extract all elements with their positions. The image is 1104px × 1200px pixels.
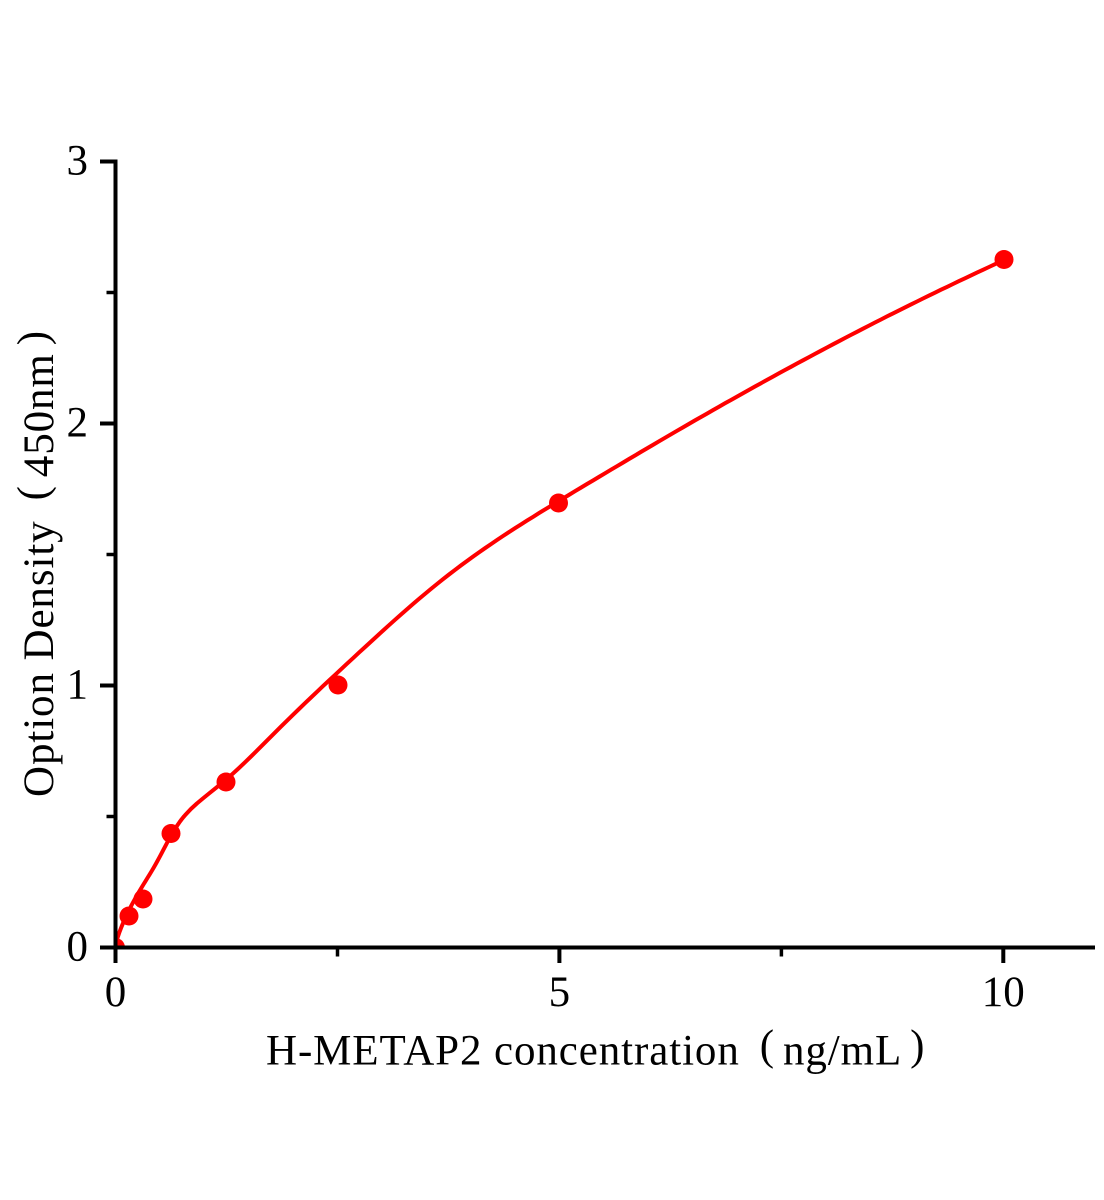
svg-text:1: 1 — [67, 662, 89, 709]
svg-text:10: 10 — [982, 969, 1025, 1016]
svg-text:2: 2 — [67, 400, 89, 447]
svg-text:Option Density(450nm): Option Density(450nm) — [10, 330, 63, 797]
svg-text:0: 0 — [105, 969, 127, 1016]
svg-text:3: 3 — [67, 138, 89, 185]
svg-text:0: 0 — [67, 924, 89, 971]
svg-text:5: 5 — [549, 969, 571, 1016]
svg-text:H-METAP2 concentration(ng/mL): H-METAP2 concentration(ng/mL) — [266, 1023, 925, 1075]
